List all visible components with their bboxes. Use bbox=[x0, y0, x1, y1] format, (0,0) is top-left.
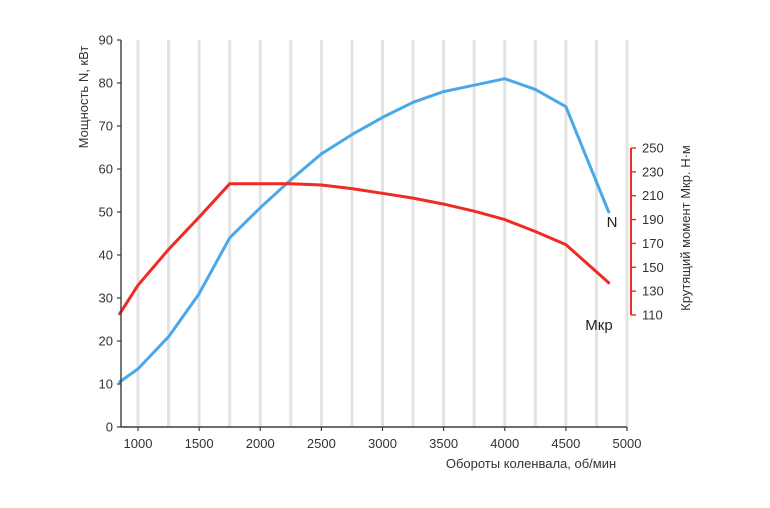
y-tick-label: 10 bbox=[99, 377, 113, 392]
x-tick-label: 4000 bbox=[490, 436, 519, 451]
series-label-mkr: Мкр bbox=[585, 317, 612, 334]
y2-axis-title: Крутящий момент Мкр. Н·м bbox=[678, 145, 693, 311]
x-axis-title: Обороты коленвала, об/мин bbox=[446, 456, 616, 471]
x-tick-label: 3000 bbox=[368, 436, 397, 451]
y2-tick-label: 230 bbox=[642, 164, 664, 179]
series-line-n bbox=[118, 77, 611, 384]
y2-tick-label: 250 bbox=[642, 141, 664, 156]
y2-tick-label: 130 bbox=[642, 284, 664, 299]
series-line-mkr bbox=[118, 182, 611, 316]
y-tick-label: 50 bbox=[99, 205, 113, 220]
labels: Обороты коленвала, об/мин Мощность N, кВ… bbox=[76, 46, 693, 471]
y2-tick-label: 110 bbox=[642, 308, 663, 323]
x-tick-label: 3500 bbox=[429, 436, 458, 451]
y-axis-title: Мощность N, кВт bbox=[76, 46, 91, 149]
x-tick-label: 2500 bbox=[307, 436, 336, 451]
y2-tick-label: 170 bbox=[642, 236, 664, 251]
y-tick-label: 0 bbox=[106, 420, 113, 435]
x-tick-label: 1000 bbox=[124, 436, 153, 451]
y-tick-label: 70 bbox=[99, 119, 113, 134]
x-tick-label: 5000 bbox=[613, 436, 642, 451]
y-tick-label: 90 bbox=[99, 33, 113, 48]
grid bbox=[136, 40, 629, 427]
series-label-n: N bbox=[607, 214, 618, 231]
x-tick-label: 1500 bbox=[185, 436, 214, 451]
y-tick-label: 20 bbox=[99, 334, 113, 349]
y-tick-label: 30 bbox=[99, 291, 113, 306]
x-tick-label: 4500 bbox=[551, 436, 580, 451]
series-layer bbox=[118, 77, 611, 384]
axes: 0 10 20 30 40 50 60 70 80 90 1000 1500 2000 2500 3000 3… bbox=[99, 33, 664, 452]
y-tick-label: 80 bbox=[99, 76, 113, 91]
x-tick-label: 2000 bbox=[246, 436, 275, 451]
y-tick-label: 60 bbox=[99, 162, 113, 177]
y-tick-label: 40 bbox=[99, 248, 113, 263]
y2-tick-label: 150 bbox=[642, 260, 664, 275]
y2-tick-label: 190 bbox=[642, 212, 664, 227]
y2-tick-label: 210 bbox=[642, 188, 664, 203]
